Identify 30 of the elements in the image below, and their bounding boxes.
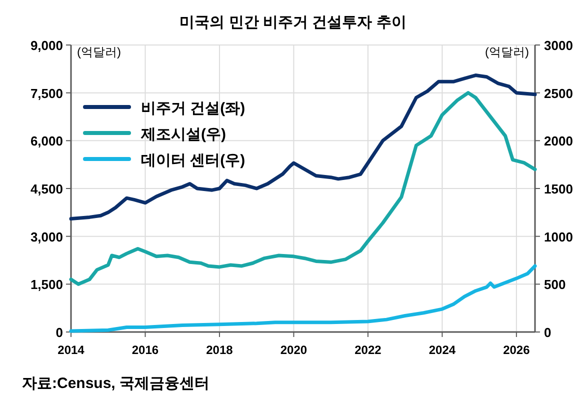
y-tick-label: 4,500	[30, 182, 63, 196]
legend-label: 비주거 건설(좌)	[141, 100, 246, 117]
x-tick-label: 2026	[503, 343, 530, 357]
x-tick-label: 2014	[58, 343, 85, 357]
y-tick-label: 9,000	[30, 38, 63, 53]
x-tick-label: 2022	[354, 343, 382, 357]
text: 자료:Census, 국제금융센터	[22, 375, 210, 392]
legend-label: 제조시설(우)	[140, 126, 226, 143]
x-tick-label: 2016	[132, 343, 159, 357]
x-tick-label: 2018	[206, 343, 234, 357]
y-tick-label: 3,000	[30, 229, 63, 244]
y2-tick-label: 1500	[544, 182, 573, 196]
y2-tick-label: 0	[544, 325, 552, 340]
legend-label: 데이터 센터(우)	[141, 152, 246, 169]
x-tick-label: 2020	[280, 343, 308, 357]
y-axis-title: (억달러)	[77, 45, 121, 59]
y2-tick-label: 2500	[544, 86, 573, 101]
x-tick-label: 2024	[428, 343, 456, 357]
y2-tick-label: 2000	[544, 134, 573, 149]
y2-tick-label: 3000	[544, 38, 573, 53]
y-tick-label: 7,500	[30, 86, 63, 101]
y-tick-label: 0	[56, 325, 63, 340]
chart-title: 미국의 민간 비주거 건설투자 추이	[180, 14, 406, 31]
line-series	[69, 91, 537, 286]
y-tick-label: 1,500	[30, 277, 63, 292]
y2-tick-label: 1000	[544, 229, 573, 244]
y2-axis-title: (억달러)	[485, 45, 529, 59]
y2-tick-label: 500	[544, 277, 566, 292]
y-tick-label: 6,000	[30, 134, 63, 149]
line-series	[69, 74, 537, 221]
